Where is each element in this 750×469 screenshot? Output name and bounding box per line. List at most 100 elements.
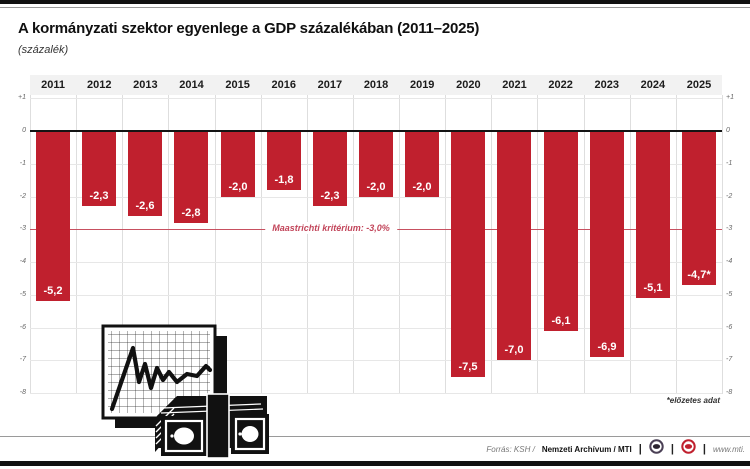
year-label-2012: 2012 bbox=[86, 79, 112, 91]
y-axis-tick-label: -5 bbox=[726, 291, 733, 298]
maastricht-reference-label: Maastrichti kritérium: -3,0% bbox=[265, 222, 397, 234]
year-header-row: 2011 2012 2013 2014 2015 2016 2017 2018 2019 2020… bbox=[30, 75, 722, 95]
horizontal-gridline bbox=[30, 295, 722, 296]
column-gridline bbox=[445, 95, 446, 394]
year-label-2019: 2019 bbox=[409, 79, 435, 91]
bar-2012: -2,3 bbox=[82, 131, 116, 206]
bottom-border-bar bbox=[0, 461, 750, 466]
bar-value-label: -5,1 bbox=[643, 282, 663, 294]
separator: | bbox=[670, 443, 674, 455]
column-gridline bbox=[399, 95, 400, 394]
bar-value-label: -7,0 bbox=[504, 344, 524, 356]
bar-value-label: -4,7* bbox=[687, 269, 711, 281]
bar-2017: -2,3 bbox=[313, 131, 347, 206]
top-divider-line bbox=[0, 7, 750, 8]
year-label-2018: 2018 bbox=[363, 79, 389, 91]
y-axis-tick-label: -7 bbox=[19, 356, 26, 363]
bar-value-label: -2,0 bbox=[228, 181, 248, 193]
bar-value-label: -2,3 bbox=[320, 190, 340, 202]
bar-value-label: -2,0 bbox=[366, 181, 386, 193]
y-axis-tick-label: -3 bbox=[726, 225, 733, 232]
bar-2015: -2,0 bbox=[221, 131, 255, 197]
y-axis-tick-label: -1 bbox=[726, 160, 733, 167]
y-axis-tick-label: -2 bbox=[726, 193, 733, 200]
bar-2024: -5,1 bbox=[636, 131, 670, 298]
bar-value-label: -6,1 bbox=[551, 315, 571, 327]
column-gridline bbox=[353, 95, 354, 394]
bar-2023: -6,9 bbox=[590, 131, 624, 357]
year-label-2015: 2015 bbox=[225, 79, 250, 91]
bar-2018: -2,0 bbox=[359, 131, 393, 197]
column-gridline bbox=[215, 95, 216, 394]
column-gridline bbox=[76, 95, 77, 394]
bar-2020: -7,5 bbox=[451, 131, 485, 377]
year-label-2023: 2023 bbox=[594, 79, 619, 91]
bar-value-label: -2,3 bbox=[89, 190, 109, 202]
year-label-2025: 2025 bbox=[686, 79, 712, 91]
bar-2025: -4,7* bbox=[682, 131, 716, 285]
y-axis-tick-label: 0 bbox=[726, 127, 730, 134]
column-gridline bbox=[537, 95, 538, 394]
mtva-logo-icon bbox=[649, 439, 664, 459]
zigzag-line-icon bbox=[109, 345, 213, 412]
separator: | bbox=[638, 443, 642, 455]
page-subtitle: (százalék) bbox=[18, 44, 69, 56]
y-axis-tick-label: -4 bbox=[19, 258, 26, 265]
y-axis-tick-label: -8 bbox=[19, 389, 26, 396]
bar-value-label: -2,8 bbox=[181, 207, 201, 219]
horizontal-gridline bbox=[30, 262, 722, 263]
year-label-2013: 2013 bbox=[133, 79, 158, 91]
page-title: A kormányzati szektor egyenlege a GDP sz… bbox=[18, 20, 480, 37]
column-gridline bbox=[168, 95, 169, 394]
horizontal-gridline bbox=[30, 393, 722, 394]
bar-value-label: -5,2 bbox=[43, 285, 63, 297]
separator: | bbox=[702, 443, 706, 455]
bar-value-label: -6,9 bbox=[597, 341, 617, 353]
y-axis-tick-label: -7 bbox=[726, 356, 733, 363]
bar-2022: -6,1 bbox=[544, 131, 578, 331]
mti-logo-icon bbox=[681, 439, 696, 459]
horizontal-gridline bbox=[30, 98, 722, 99]
year-label-2011: 2011 bbox=[41, 79, 65, 91]
horizontal-gridline bbox=[30, 360, 722, 361]
zero-axis-line bbox=[30, 130, 722, 132]
source-label: Forrás: KSH / bbox=[486, 444, 535, 454]
y-axis-tick-label: -6 bbox=[19, 324, 26, 331]
y-axis-tick-label: -6 bbox=[726, 324, 733, 331]
y-axis-tick-label: -1 bbox=[19, 160, 26, 167]
year-label-2017: 2017 bbox=[317, 79, 343, 91]
year-label-2021: 2021 bbox=[502, 79, 527, 91]
year-label-2024: 2024 bbox=[640, 79, 666, 91]
bar-2011: -5,2 bbox=[36, 131, 70, 301]
column-gridline bbox=[630, 95, 631, 394]
y-axis-tick-label: -8 bbox=[726, 389, 733, 396]
bar-2021: -7,0 bbox=[497, 131, 531, 360]
bar-2014: -2,8 bbox=[174, 131, 208, 223]
column-gridline bbox=[676, 95, 677, 394]
column-gridline bbox=[584, 95, 585, 394]
bar-value-label: -2,0 bbox=[412, 181, 432, 193]
y-axis-tick-label: -5 bbox=[19, 291, 26, 298]
year-label-2020: 2020 bbox=[456, 79, 481, 91]
column-gridline bbox=[30, 95, 31, 394]
bar-2019: -2,0 bbox=[405, 131, 439, 197]
year-label-2014: 2014 bbox=[179, 79, 204, 91]
column-gridline bbox=[491, 95, 492, 394]
bar-value-label: -7,5 bbox=[458, 361, 478, 373]
y-axis-tick-label: +1 bbox=[726, 94, 734, 101]
y-axis-tick-label: +1 bbox=[18, 94, 26, 101]
column-gridline bbox=[122, 95, 123, 394]
source-names: Nemzeti Archívum / MTI bbox=[541, 444, 632, 454]
top-border-bar bbox=[0, 0, 750, 4]
horizontal-gridline bbox=[30, 328, 722, 329]
y-axis-tick-label: -2 bbox=[19, 193, 26, 200]
year-label-2022: 2022 bbox=[548, 79, 573, 91]
column-gridline bbox=[307, 95, 308, 394]
footer-credits: Forrás: KSH / Nemzeti Archívum / MTI | |… bbox=[486, 439, 745, 459]
bar-value-label: -2,6 bbox=[135, 200, 155, 212]
bar-2013: -2,6 bbox=[128, 131, 162, 216]
y-axis-tick-label: -4 bbox=[726, 258, 733, 265]
y-axis-tick-label: -3 bbox=[19, 225, 26, 232]
footnote-preliminary-data: *előzetes adat bbox=[666, 396, 720, 405]
bar-2016: -1,8 bbox=[267, 131, 301, 190]
